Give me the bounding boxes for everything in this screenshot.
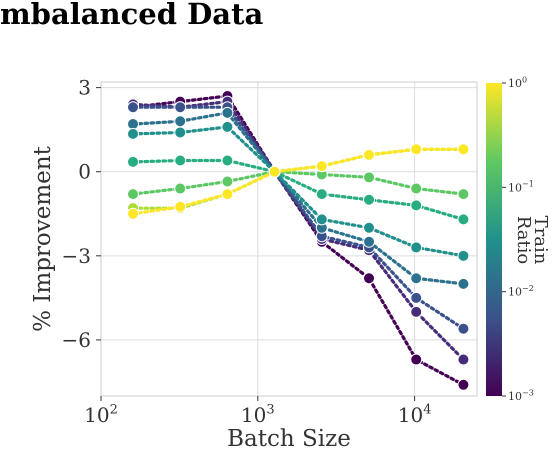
x-tick-label: 104 (398, 403, 432, 427)
x-axis-label: Batch Size (227, 426, 351, 450)
colorbar-gradient (486, 83, 502, 396)
data-point (410, 199, 423, 212)
data-point (457, 277, 470, 290)
data-point (410, 305, 423, 318)
y-axis-label: % Improvement (30, 145, 56, 331)
colorbar-ticks: 100 10−1 10−2 10−3 (502, 75, 534, 403)
series-layer (127, 90, 470, 391)
chart-title: mbalanced Data (0, 0, 263, 31)
data-point (363, 272, 376, 285)
colorbar-tick-label: 10−3 (508, 388, 534, 403)
x-tick-label: 103 (241, 403, 275, 427)
data-point (221, 106, 234, 119)
data-point (315, 188, 328, 201)
data-point (221, 188, 234, 201)
plot-background (101, 82, 477, 396)
data-point (127, 207, 140, 220)
data-point (363, 221, 376, 234)
colorbar-label-line1: Train (530, 216, 551, 265)
y-tick-label: −6 (62, 328, 91, 352)
data-point (410, 353, 423, 366)
data-point (174, 126, 187, 139)
y-tick-label: 0 (78, 160, 91, 184)
y-tick-label: 3 (78, 76, 91, 100)
colorbar-label-line2: Ratio (513, 216, 534, 265)
data-point (457, 322, 470, 335)
data-point (410, 143, 423, 156)
series (127, 143, 470, 220)
colorbar: 100 10−1 10−2 10−3 Train Ratio (486, 75, 551, 403)
data-point (221, 175, 234, 188)
data-point (127, 188, 140, 201)
data-point (363, 148, 376, 161)
data-point (268, 165, 281, 178)
data-point (457, 353, 470, 366)
data-point (174, 101, 187, 114)
y-axis: 3 0 −3 −6 (62, 76, 101, 352)
data-point (127, 155, 140, 168)
data-point (174, 154, 187, 167)
plot-frame (100, 81, 478, 397)
data-point (315, 213, 328, 226)
data-point (127, 101, 140, 114)
data-point (457, 378, 470, 391)
series-line (131, 111, 465, 286)
data-point (174, 200, 187, 213)
data-point (127, 127, 140, 140)
series-line (131, 158, 465, 221)
plot-area (100, 81, 478, 397)
data-point (457, 188, 470, 201)
data-point (457, 213, 470, 226)
series-line (131, 147, 465, 216)
data-point (457, 143, 470, 156)
data-point (174, 115, 187, 128)
series-line (131, 125, 465, 258)
series-line (131, 170, 465, 196)
data-point (315, 160, 328, 173)
data-point (363, 171, 376, 184)
y-tick-label: −3 (62, 244, 91, 268)
data-point (457, 249, 470, 262)
data-point (410, 182, 423, 195)
data-point (363, 193, 376, 206)
data-point (410, 241, 423, 254)
colorbar-tick-label: 100 (508, 75, 527, 90)
data-point (174, 182, 187, 195)
data-point (221, 120, 234, 133)
data-point (363, 235, 376, 248)
x-axis: 102 103 104 (84, 396, 431, 427)
colorbar-tick-label: 10−1 (508, 180, 534, 195)
series-line (131, 105, 465, 331)
x-tick-label: 102 (84, 403, 118, 427)
data-point (221, 154, 234, 167)
data-point (410, 291, 423, 304)
data-point (410, 272, 423, 285)
colorbar-tick-label: 10−2 (508, 284, 534, 299)
